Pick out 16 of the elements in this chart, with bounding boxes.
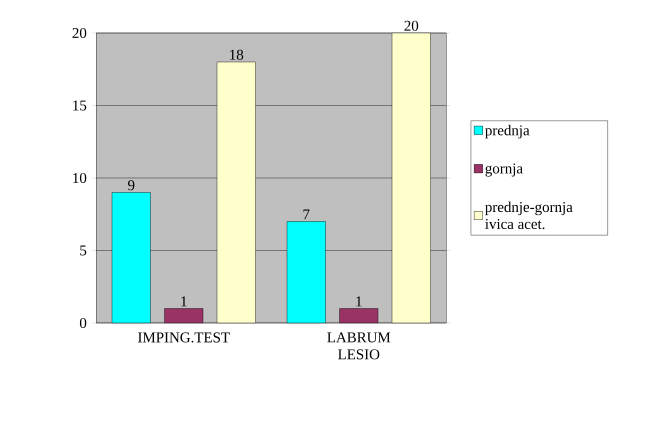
- x-tick-label: LABRUM LESIO: [327, 332, 390, 360]
- y-tick-label: 20: [72, 28, 86, 38]
- legend-label: prednja: [485, 124, 530, 138]
- y-tick-label: 0: [80, 318, 86, 328]
- data-label: 7: [304, 210, 310, 220]
- data-label: 9: [128, 180, 134, 190]
- data-label: 20: [404, 20, 418, 31]
- data-label: 18: [230, 50, 244, 60]
- y-tick-label: 15: [73, 100, 86, 110]
- data-label: 1: [181, 296, 187, 306]
- x-tick-label: IMPING.TEST: [138, 332, 230, 343]
- legend-label: gornja: [485, 163, 523, 177]
- data-label: 1: [356, 296, 362, 306]
- legend-label: prednje-gornja ivica acet.: [485, 202, 573, 230]
- y-tick-label: 5: [80, 246, 86, 256]
- y-tick-label: 10: [73, 172, 86, 184]
